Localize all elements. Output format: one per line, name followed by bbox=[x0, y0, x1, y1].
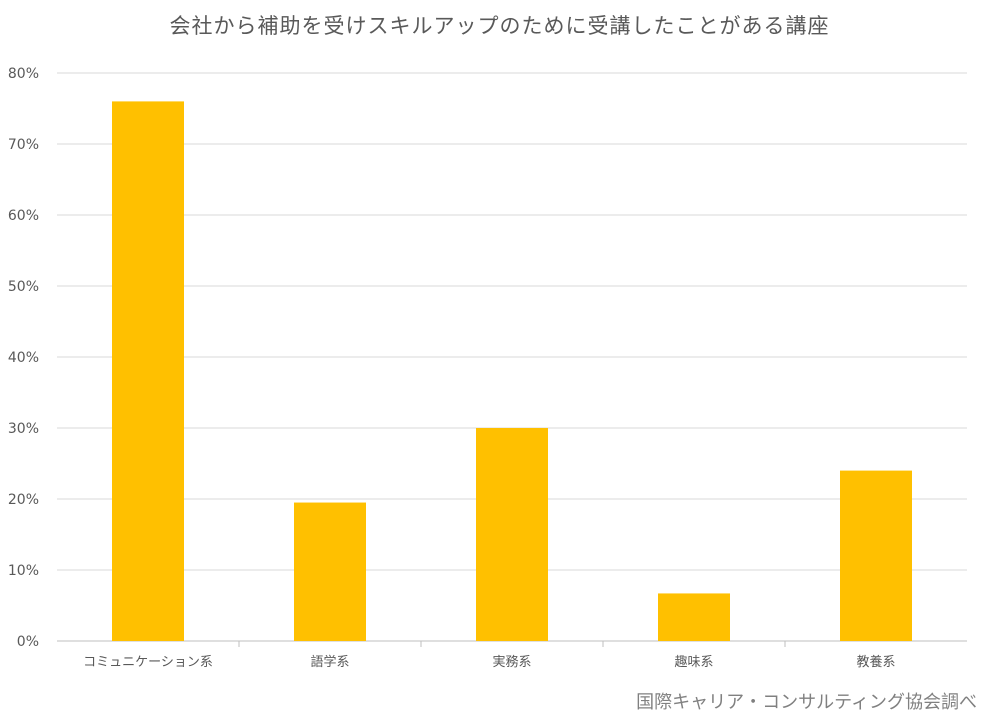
bar bbox=[658, 593, 730, 641]
y-tick-label: 50% bbox=[8, 279, 39, 295]
y-tick-label: 70% bbox=[8, 137, 39, 153]
y-tick-label: 20% bbox=[8, 492, 39, 508]
x-tick-label: 趣味系 bbox=[674, 655, 713, 670]
y-tick-label: 30% bbox=[8, 421, 39, 437]
bar bbox=[840, 470, 912, 641]
x-tick-label: 実務系 bbox=[492, 654, 531, 670]
source-note: 国際キャリア・コンサルティング協会調べ bbox=[636, 692, 977, 713]
y-tick-label: 10% bbox=[8, 563, 39, 579]
y-tick-label: 0% bbox=[17, 634, 39, 650]
y-tick-label: 80% bbox=[8, 66, 39, 82]
bar bbox=[476, 428, 548, 641]
x-tick-label: 教養系 bbox=[856, 654, 895, 670]
y-tick-label: 40% bbox=[8, 350, 39, 366]
x-tick-label: 語学系 bbox=[310, 654, 349, 670]
chart-title: 会社から補助を受けスキルアップのために受講したことがある講座 bbox=[169, 14, 830, 38]
bar bbox=[112, 101, 184, 641]
bar bbox=[294, 502, 366, 641]
x-tick-label: コミュニケーション系 bbox=[83, 655, 213, 670]
y-tick-label: 60% bbox=[8, 208, 39, 224]
